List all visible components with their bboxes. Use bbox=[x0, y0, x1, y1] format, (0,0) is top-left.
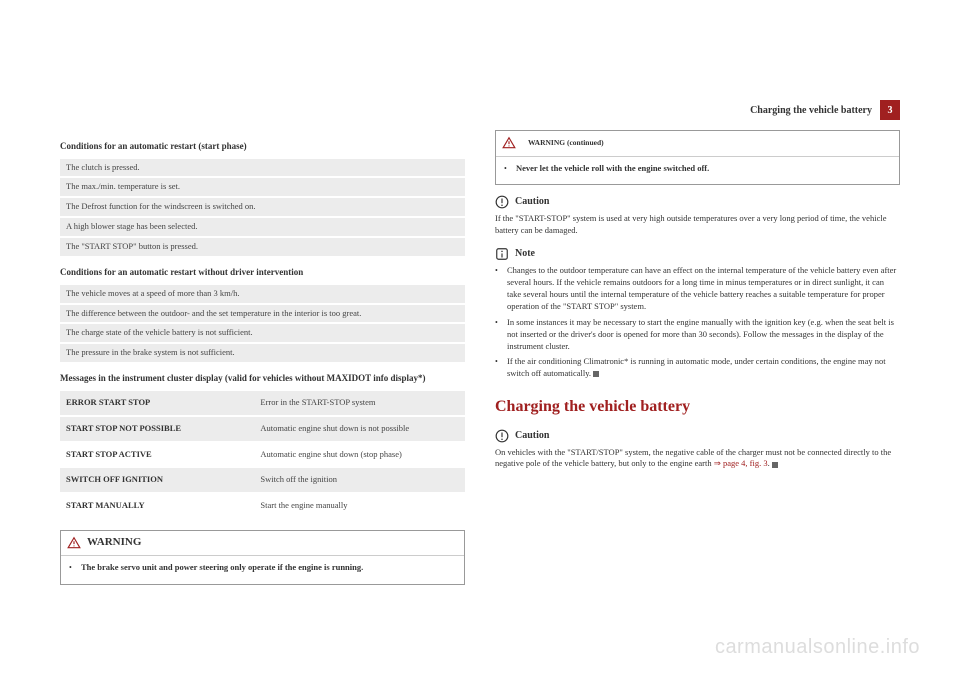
warning-box-continued: WARNING (continued) •Never let the vehic… bbox=[495, 130, 900, 185]
msg-key: SWITCH OFF IGNITION bbox=[60, 468, 254, 492]
note-bullet: •In some instances it may be necessary t… bbox=[495, 317, 900, 353]
note-text-inner: If the air conditioning Climatronic* is … bbox=[507, 356, 886, 378]
right-column: WARNING (continued) •Never let the vehic… bbox=[495, 130, 900, 585]
header-title: Charging the vehicle battery bbox=[750, 105, 872, 116]
table-row: SWITCH OFF IGNITION Switch off the ignit… bbox=[60, 468, 465, 492]
note-row: Note bbox=[495, 247, 900, 261]
note-bullet: •Changes to the outdoor temperature can … bbox=[495, 265, 900, 313]
caution2-text-a: On vehicles with the "START/STOP" system… bbox=[495, 447, 891, 469]
caution2-text-b: . bbox=[768, 458, 770, 468]
page-header: Charging the vehicle battery 3 bbox=[750, 100, 900, 120]
page-number: 3 bbox=[880, 100, 900, 120]
msg-key: ERROR START STOP bbox=[60, 391, 254, 415]
msg-key: START MANUALLY bbox=[60, 494, 254, 518]
table-row: START STOP ACTIVE Automatic engine shut … bbox=[60, 443, 465, 467]
warning-triangle-icon bbox=[67, 536, 81, 550]
warning-body: •The brake servo unit and power steering… bbox=[61, 556, 464, 584]
watermark: carmanualsonline.info bbox=[715, 636, 920, 659]
two-column-layout: Conditions for an automatic restart (sta… bbox=[60, 130, 900, 585]
condition-row: The Defrost function for the windscreen … bbox=[60, 198, 465, 216]
condition-row: The charge state of the vehicle battery … bbox=[60, 324, 465, 342]
note-icon bbox=[495, 247, 509, 261]
warning-cont-text: Never let the vehicle roll with the engi… bbox=[516, 163, 709, 173]
subhead-restart-no-driver: Conditions for an automatic restart with… bbox=[60, 266, 465, 279]
caution-row: Caution bbox=[495, 195, 900, 209]
condition-row: The clutch is pressed. bbox=[60, 159, 465, 177]
left-column: Conditions for an automatic restart (sta… bbox=[60, 130, 465, 585]
msg-val: Automatic engine shut down is not possib… bbox=[254, 417, 465, 441]
note-text: If the air conditioning Climatronic* is … bbox=[507, 356, 900, 380]
msg-val: Start the engine manually bbox=[254, 494, 465, 518]
warning-cont-body: •Never let the vehicle roll with the eng… bbox=[496, 157, 899, 185]
caution-icon bbox=[495, 195, 509, 209]
end-mark-icon bbox=[593, 371, 599, 377]
subhead-restart: Conditions for an automatic restart (sta… bbox=[60, 140, 465, 153]
note-bullet: •If the air conditioning Climatronic* is… bbox=[495, 356, 900, 380]
end-mark-icon bbox=[772, 462, 778, 468]
note-text: Changes to the outdoor temperature can h… bbox=[507, 265, 900, 313]
table-row: ERROR START STOP Error in the START-STOP… bbox=[60, 391, 465, 415]
msg-val: Error in the START-STOP system bbox=[254, 391, 465, 415]
condition-row: The vehicle moves at a speed of more tha… bbox=[60, 285, 465, 303]
msg-val: Automatic engine shut down (stop phase) bbox=[254, 443, 465, 467]
warning-header: WARNING bbox=[61, 531, 464, 555]
condition-row: The "START STOP" button is pressed. bbox=[60, 238, 465, 256]
caution2-title: Caution bbox=[515, 429, 549, 443]
warning-cont-label: WARNING (continued) bbox=[522, 135, 610, 152]
condition-row: The difference between the outdoor- and … bbox=[60, 305, 465, 323]
warning-title: WARNING bbox=[87, 535, 141, 550]
table-row: START MANUALLY Start the engine manually bbox=[60, 494, 465, 518]
page-reference-link[interactable]: ⇒ page 4, fig. 3 bbox=[714, 458, 768, 468]
condition-row: The max./min. temperature is set. bbox=[60, 178, 465, 196]
warning-text: The brake servo unit and power steering … bbox=[81, 562, 363, 572]
condition-row: The pressure in the brake system is not … bbox=[60, 344, 465, 362]
msg-val: Switch off the ignition bbox=[254, 468, 465, 492]
msg-key: START STOP ACTIVE bbox=[60, 443, 254, 467]
caution-title: Caution bbox=[515, 195, 549, 209]
msg-key: START STOP NOT POSSIBLE bbox=[60, 417, 254, 441]
caution2-body: On vehicles with the "START/STOP" system… bbox=[495, 447, 900, 471]
warning-box: WARNING •The brake servo unit and power … bbox=[60, 530, 465, 584]
note-text: In some instances it may be necessary to… bbox=[507, 317, 900, 353]
subhead-messages: Messages in the instrument cluster displ… bbox=[60, 372, 465, 385]
condition-row: A high blower stage has been selected. bbox=[60, 218, 465, 236]
section-heading: Charging the vehicle battery bbox=[495, 396, 900, 418]
table-row: START STOP NOT POSSIBLE Automatic engine… bbox=[60, 417, 465, 441]
page: Charging the vehicle battery 3 Condition… bbox=[0, 0, 960, 679]
warning-cont-header: WARNING (continued) bbox=[496, 131, 899, 157]
messages-table: ERROR START STOP Error in the START-STOP… bbox=[60, 391, 465, 518]
caution2-row: Caution bbox=[495, 429, 900, 443]
warning-triangle-icon bbox=[502, 136, 516, 150]
caution-body: If the "START-STOP" system is used at ve… bbox=[495, 213, 900, 237]
caution-icon bbox=[495, 429, 509, 443]
note-title: Note bbox=[515, 247, 535, 261]
